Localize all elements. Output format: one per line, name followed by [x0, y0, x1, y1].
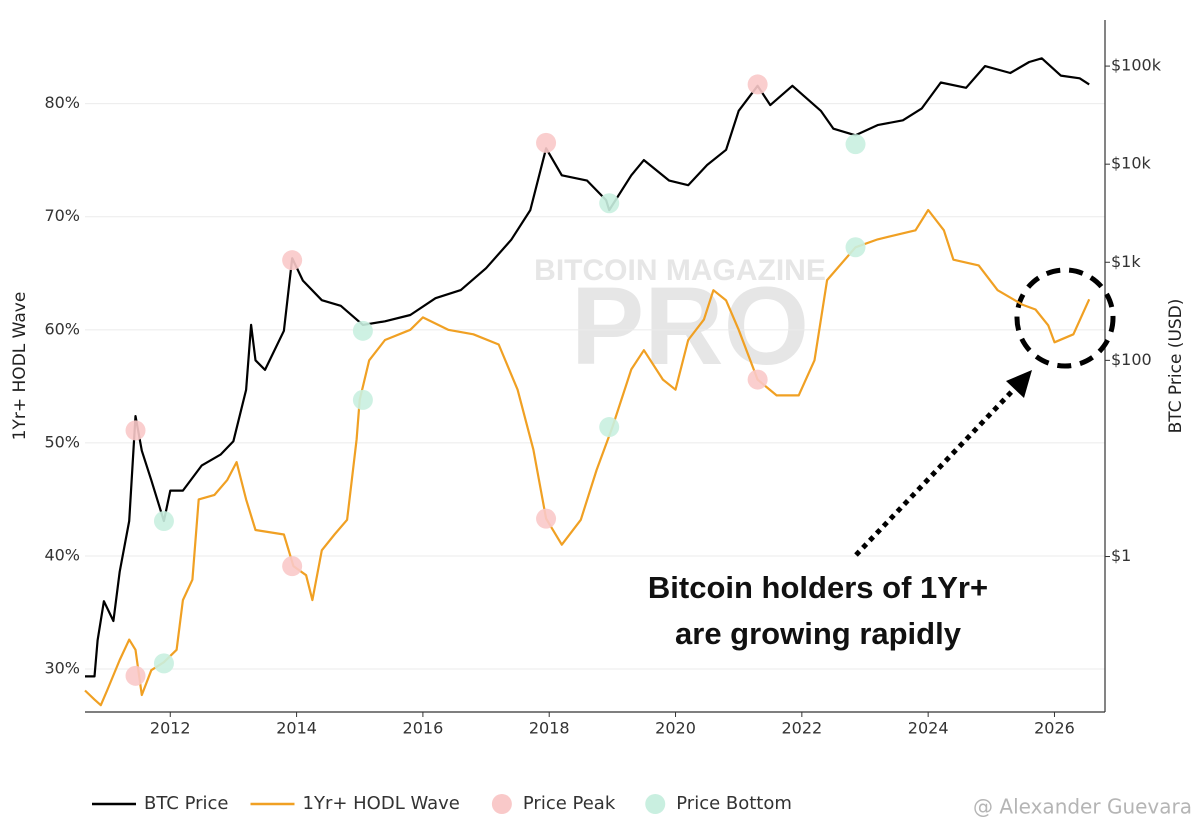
marker-hodl [599, 417, 620, 438]
series-line [85, 57, 1090, 678]
legend-label: 1Yr+ HODL Wave [303, 793, 460, 814]
x-tick-label: 2026 [1034, 719, 1075, 738]
credit: @ Alexander Guevara [973, 795, 1192, 819]
y-tick-label: 30% [44, 659, 80, 678]
annotation-line: Bitcoin holders of 1Yr+ [648, 570, 988, 605]
marker-hodl [282, 556, 303, 577]
marker-hodl [747, 369, 768, 390]
x-tick-label: 2022 [781, 719, 822, 738]
marker-hodl [352, 389, 373, 410]
marker-price [282, 250, 303, 271]
y2-tick-label: $100 [1111, 350, 1152, 369]
marker-hodl [153, 653, 174, 674]
watermark-line: BITCOIN MAGAZINE [534, 254, 826, 287]
watermark-logo: PRO [571, 265, 809, 388]
y-tick-label: 60% [44, 319, 80, 338]
marker-price [536, 132, 557, 153]
arrow-shaft [854, 383, 1020, 557]
y2-tick-label: $1 [1111, 546, 1131, 565]
y2-tick-label: $100k [1111, 56, 1162, 75]
marker-hodl [845, 237, 866, 258]
x-tick-label: 2014 [276, 719, 317, 738]
watermark: BITCOIN MAGAZINE PRO [534, 254, 826, 388]
x-tick-label: 2012 [150, 719, 191, 738]
marker-price [845, 134, 866, 155]
marker-price [599, 193, 620, 214]
marker-price [352, 320, 373, 341]
y2-axis-title: BTC Price (USD) [1166, 299, 1186, 434]
annotation-line: are growing rapidly [675, 616, 962, 651]
y-tick-label: 80% [44, 93, 80, 112]
x-tick-label: 2018 [529, 719, 570, 738]
x-tick-label: 2020 [655, 719, 696, 738]
marker-hodl [536, 508, 557, 529]
legend-label: BTC Price [144, 793, 229, 814]
y-tick-label: 50% [44, 432, 80, 451]
grid [85, 103, 1105, 670]
highlight-circle [1014, 267, 1116, 369]
legend-swatch [645, 794, 666, 814]
y-tick-label: 70% [44, 206, 80, 225]
legend-swatch [491, 794, 512, 814]
marker-hodl [125, 665, 146, 686]
legend-label: Price Bottom [676, 793, 792, 814]
y-axis-title: 1Yr+ HODL Wave [10, 292, 30, 441]
y2-tick-label: $1k [1111, 252, 1141, 271]
marker-price [153, 511, 174, 532]
marker-price [125, 420, 146, 441]
legend-label: Price Peak [523, 793, 616, 814]
x-tick-label: 2024 [908, 719, 949, 738]
marker-price [747, 74, 768, 95]
series-line [84, 208, 1091, 707]
y2-tick-label: $10k [1111, 154, 1152, 173]
x-tick-label: 2016 [403, 719, 444, 738]
y-tick-label: 40% [44, 545, 80, 564]
arrow-head [1006, 370, 1032, 398]
